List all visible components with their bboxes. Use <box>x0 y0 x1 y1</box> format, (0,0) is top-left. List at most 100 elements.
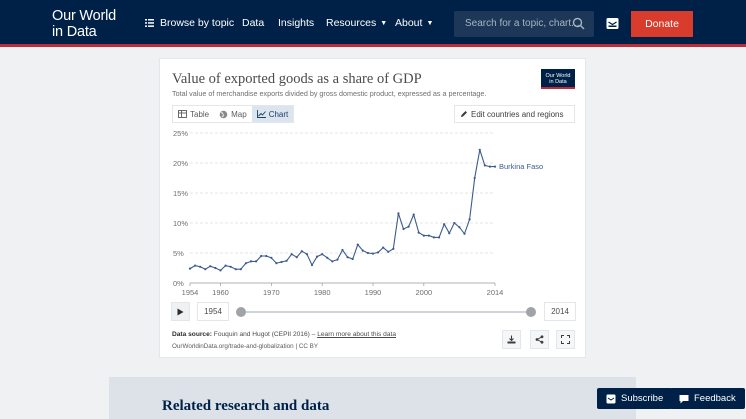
data-point <box>371 252 375 255</box>
browse-by-topic-menu[interactable]: Browse by topic <box>145 17 234 29</box>
download-icon <box>507 335 516 344</box>
chart-title: Value of exported goods as a share of GD… <box>172 71 422 87</box>
data-point <box>249 260 253 263</box>
search-placeholder: Search for a topic, chart... <box>465 18 580 29</box>
y-tick-label: 15% <box>173 189 188 198</box>
download-button[interactable] <box>502 330 521 349</box>
data-point <box>392 247 395 250</box>
edit-countries-label: Edit countries and regions <box>471 109 564 119</box>
data-point <box>346 256 349 259</box>
chart-subtitle: Total value of merchandise exports divid… <box>172 89 487 98</box>
data-point <box>366 251 370 255</box>
data-point <box>468 218 471 221</box>
logo-line-1: Our World <box>52 8 117 24</box>
data-point <box>463 232 466 235</box>
data-point <box>234 268 237 271</box>
source-label: Data source: <box>172 331 212 338</box>
data-point <box>341 248 344 252</box>
x-tick-label: 1990 <box>365 288 382 297</box>
nav-resources-label: Resources <box>326 17 377 29</box>
feedback-button[interactable]: Feedback <box>670 388 745 409</box>
donate-button[interactable]: Donate <box>631 11 693 37</box>
small-logo-line-2: in Data <box>549 79 567 85</box>
share-button[interactable] <box>530 330 549 349</box>
top-navigation: Our World in Data Browse by topic Data I… <box>0 0 746 47</box>
timeline-end-year[interactable]: 2014 <box>544 302 576 321</box>
data-point <box>326 256 329 259</box>
x-tick-label: 2000 <box>415 288 432 297</box>
data-point <box>260 254 263 258</box>
data-point <box>290 253 293 256</box>
nav-data-label: Data <box>242 17 265 29</box>
nav-insights-link[interactable]: Insights <box>278 17 314 29</box>
logo-line-2: in Data <box>52 24 97 40</box>
search-input[interactable]: Search for a topic, chart... <box>454 11 594 37</box>
list-icon <box>145 19 154 27</box>
related-heading: Related research and data <box>162 398 330 414</box>
data-point <box>427 234 431 237</box>
share-icon <box>535 335 544 344</box>
nav-data-link[interactable]: Data <box>242 17 264 29</box>
data-point <box>270 256 273 259</box>
line-chart: 0% 5% 10% 15% 20% 25% 1954 1960 1970 1980 1990 2000… <box>173 129 543 297</box>
series-line <box>189 149 495 272</box>
data-point <box>417 231 420 234</box>
data-point <box>488 165 492 168</box>
data-point <box>315 255 319 258</box>
tab-map[interactable]: Map <box>214 106 252 122</box>
y-tick-label: 5% <box>173 249 184 258</box>
x-tick-label: 1980 <box>314 288 331 297</box>
related-research-section: Related research and data <box>109 377 636 419</box>
subscribe-label: Subscribe <box>621 393 664 404</box>
y-tick-label: 25% <box>173 129 188 138</box>
tab-map-label: Map <box>231 109 247 119</box>
data-point <box>397 212 400 215</box>
fullscreen-button[interactable] <box>556 330 575 349</box>
data-point <box>229 265 232 268</box>
data-point <box>407 225 410 228</box>
x-tick-label: 1970 <box>263 288 280 297</box>
timeline-start-year[interactable]: 1954 <box>197 302 229 321</box>
timeline-slider-track[interactable] <box>241 311 532 313</box>
y-tick-label: 20% <box>173 159 188 168</box>
data-point <box>453 221 456 225</box>
data-source-line: Data source: Fouquin and Hugot (CEPII 20… <box>172 331 396 338</box>
data-point <box>351 257 354 261</box>
data-point <box>376 251 380 254</box>
tab-chart[interactable]: Chart <box>251 106 294 122</box>
timeline-start-handle[interactable] <box>236 307 246 317</box>
data-point <box>219 269 222 272</box>
nav-insights-label: Insights <box>278 17 315 29</box>
data-point <box>254 260 258 263</box>
subscribe-inbox-icon[interactable] <box>606 17 619 30</box>
owid-small-logo[interactable]: Our World in Data <box>541 69 575 89</box>
pencil-icon <box>461 111 467 117</box>
tab-table[interactable]: Table <box>173 106 214 122</box>
data-point <box>193 264 197 267</box>
line-chart-icon <box>256 110 266 118</box>
data-point <box>204 268 207 271</box>
y-tick-label: 10% <box>173 219 188 228</box>
learn-more-link[interactable]: Learn more about this data <box>317 331 396 338</box>
series-label: Burkina Faso <box>499 162 543 171</box>
expand-icon <box>561 335 570 344</box>
data-point <box>437 236 441 239</box>
subscribe-button[interactable]: Subscribe <box>597 388 673 409</box>
timeline-end-handle[interactable] <box>526 307 536 317</box>
data-point <box>412 213 415 216</box>
y-tick-label: 0% <box>173 279 184 288</box>
edit-countries-button[interactable]: Edit countries and regions <box>454 105 575 123</box>
data-point <box>493 165 497 168</box>
nav-resources-menu[interactable]: Resources ▼ <box>326 17 387 29</box>
inbox-icon <box>606 394 616 403</box>
data-point <box>209 265 212 268</box>
data-point <box>310 263 314 267</box>
data-point <box>458 226 461 229</box>
tab-table-label: Table <box>190 109 210 119</box>
play-button[interactable] <box>171 302 190 321</box>
nav-about-menu[interactable]: About ▼ <box>395 17 433 29</box>
owid-logo[interactable]: Our World in Data <box>52 8 116 40</box>
data-point <box>443 223 446 226</box>
data-point <box>336 258 339 261</box>
search-icon <box>572 17 585 30</box>
